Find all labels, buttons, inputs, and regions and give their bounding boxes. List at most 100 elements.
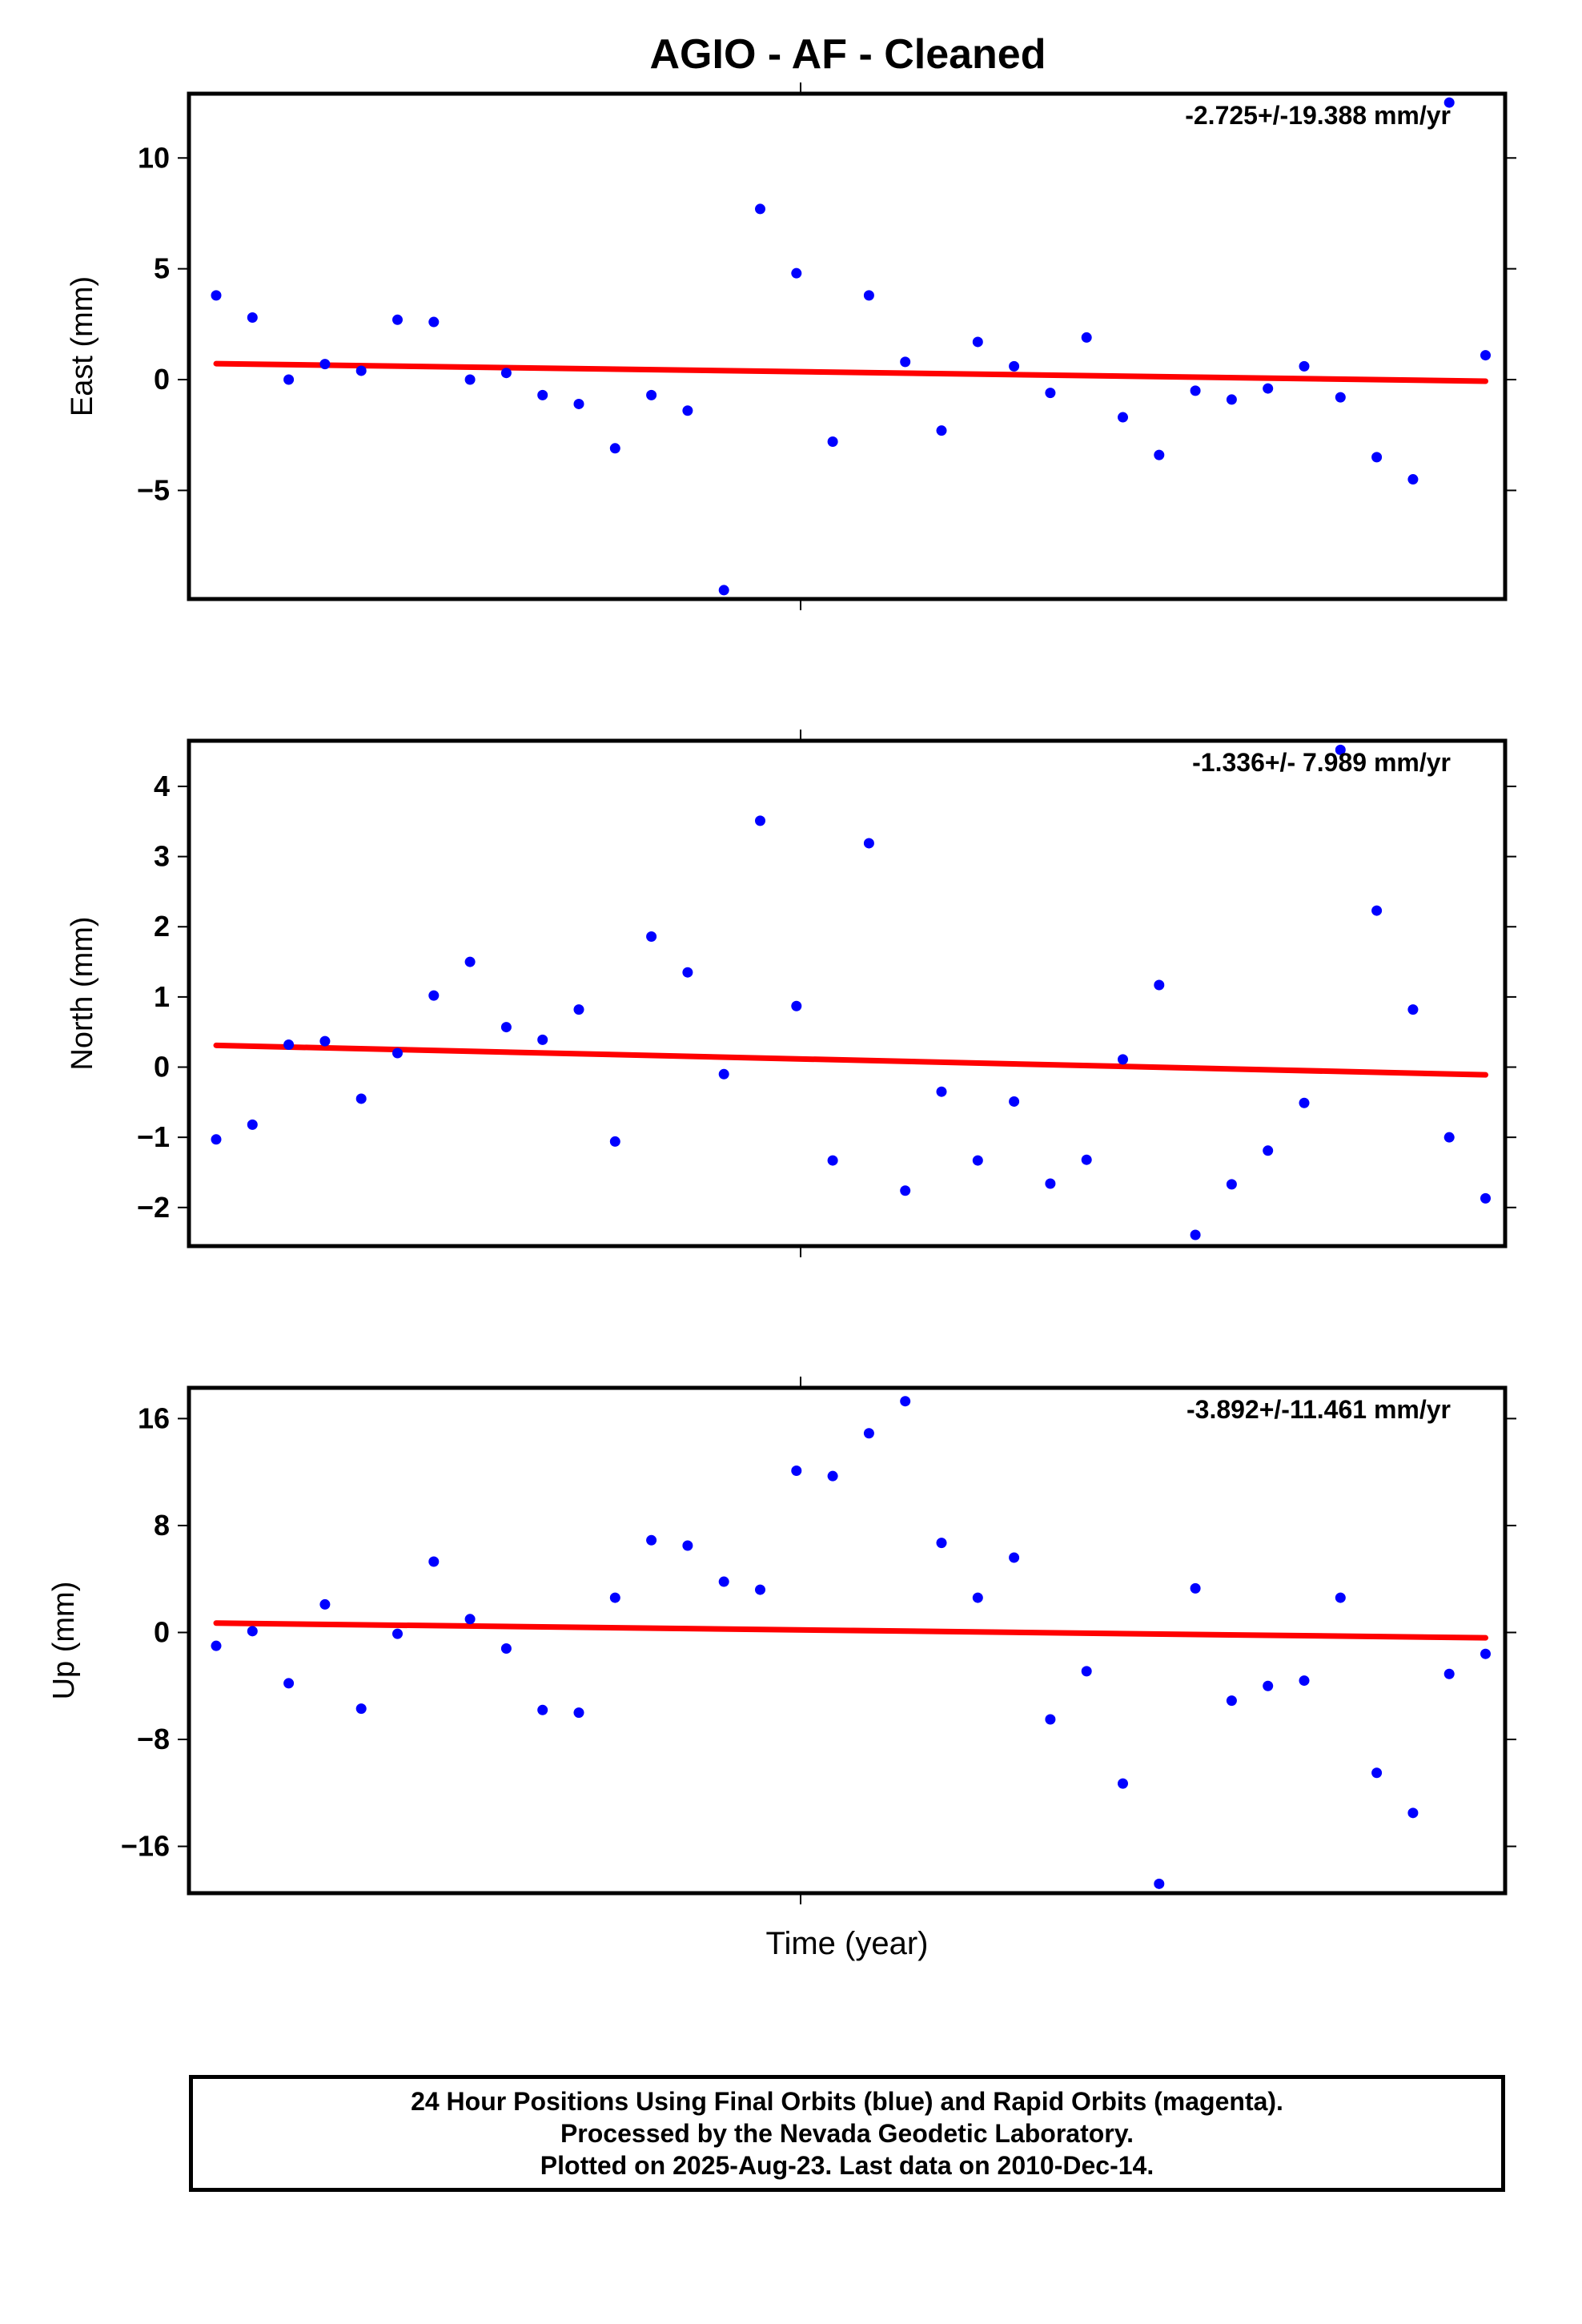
footer-line-2: Processed by the Nevada Geodetic Laborat… bbox=[560, 2119, 1134, 2148]
east-ytick-label: −5 bbox=[137, 473, 170, 506]
up-data-point bbox=[319, 1598, 331, 1610]
north-data-point bbox=[646, 931, 657, 943]
up-data-point bbox=[1299, 1675, 1310, 1687]
east-data-point bbox=[1190, 385, 1201, 396]
east-data-point bbox=[500, 368, 512, 379]
east-panel: 10 5 0 −5 East (mm) -2.725+/-19.388 mm/yr bbox=[66, 82, 1516, 610]
east-data-point bbox=[1263, 383, 1274, 394]
up-data-point bbox=[1371, 1767, 1383, 1779]
east-data-point bbox=[1407, 474, 1419, 485]
up-data-point bbox=[609, 1592, 620, 1603]
up-data-point bbox=[936, 1538, 947, 1549]
east-ytick-label: 0 bbox=[154, 363, 170, 396]
north-ytick-label: −2 bbox=[137, 1191, 170, 1224]
north-data-point bbox=[537, 1034, 548, 1045]
east-data-point bbox=[1335, 392, 1346, 403]
east-data-point bbox=[1154, 449, 1165, 460]
north-data-point bbox=[464, 956, 476, 967]
north-rate-label: -1.336+/- 7.989 mm/yr bbox=[1192, 748, 1451, 777]
east-data-point bbox=[464, 374, 476, 385]
north-data-point bbox=[1263, 1145, 1274, 1156]
east-data-point bbox=[1045, 388, 1056, 399]
x-axis-label: Time (year) bbox=[766, 1926, 929, 1961]
north-data-point bbox=[319, 1035, 331, 1047]
east-data-point bbox=[972, 336, 983, 348]
up-data-point bbox=[1407, 1807, 1419, 1819]
north-data-point bbox=[428, 990, 440, 1001]
east-data-point bbox=[1480, 350, 1491, 361]
north-data-point bbox=[863, 838, 874, 849]
north-ytick-label: 3 bbox=[154, 840, 170, 873]
north-trend-line bbox=[213, 1042, 1488, 1078]
north-panel: 4 3 2 1 0 −1 −2 North (mm) -1.336+/- 7.989 mm/yr bbox=[66, 730, 1516, 1257]
north-ytick-label: 0 bbox=[154, 1051, 170, 1084]
east-y-axis-label: East (mm) bbox=[66, 276, 99, 416]
north-ytick-label: 2 bbox=[154, 910, 170, 943]
up-data-point bbox=[392, 1628, 403, 1639]
north-ytick-label: −1 bbox=[137, 1120, 170, 1153]
up-trend-line bbox=[213, 1620, 1488, 1641]
north-ytick-label: 1 bbox=[154, 980, 170, 1013]
north-data-point bbox=[1335, 744, 1346, 755]
east-data-point bbox=[1009, 360, 1020, 372]
north-data-point bbox=[283, 1039, 295, 1050]
east-data-point bbox=[755, 203, 765, 215]
east-trend-line bbox=[213, 360, 1488, 384]
east-data-point bbox=[609, 443, 620, 454]
north-plot-frame bbox=[187, 738, 1508, 1248]
north-data-point bbox=[1154, 979, 1165, 991]
up-ytick-label: 0 bbox=[154, 1615, 170, 1648]
north-data-point bbox=[392, 1047, 403, 1059]
chart-title: AGIO - AF - Cleaned bbox=[649, 31, 1046, 78]
east-data-point bbox=[1118, 412, 1128, 423]
east-data-point bbox=[211, 290, 222, 301]
east-plot-frame bbox=[187, 91, 1508, 601]
up-data-point bbox=[1226, 1695, 1237, 1707]
north-ytick-label: 4 bbox=[154, 770, 170, 802]
east-data-point bbox=[1299, 360, 1310, 372]
up-data-point bbox=[537, 1704, 548, 1715]
east-data-point bbox=[392, 314, 403, 325]
east-data-point bbox=[1081, 332, 1092, 343]
footer-line-3: Plotted on 2025-Aug-23. Last data on 201… bbox=[540, 2151, 1154, 2180]
north-y-axis-label: North (mm) bbox=[66, 916, 99, 1070]
up-data-point bbox=[464, 1614, 476, 1625]
footer-box: 24 Hour Positions Using Final Orbits (bl… bbox=[189, 2075, 1505, 2192]
east-data-point bbox=[791, 267, 802, 279]
north-data-point bbox=[827, 1155, 838, 1166]
up-ytick-label: −16 bbox=[121, 1830, 170, 1863]
north-data-point bbox=[500, 1022, 512, 1033]
footer-line-1: 24 Hour Positions Using Final Orbits (bl… bbox=[411, 2087, 1283, 2116]
up-data-point bbox=[972, 1592, 983, 1603]
east-data-point bbox=[827, 436, 838, 448]
north-data-point bbox=[1299, 1097, 1310, 1108]
up-data-point bbox=[573, 1707, 584, 1719]
up-data-point bbox=[718, 1576, 729, 1587]
east-data-point bbox=[863, 290, 874, 301]
north-data-point bbox=[1480, 1192, 1491, 1204]
north-data-point bbox=[972, 1155, 983, 1166]
east-data-point bbox=[573, 398, 584, 409]
up-data-point bbox=[863, 1428, 874, 1439]
up-data-point bbox=[1263, 1680, 1274, 1691]
up-data-point bbox=[900, 1396, 911, 1407]
east-data-point bbox=[283, 374, 295, 385]
east-data-point bbox=[355, 365, 367, 376]
east-ytick-label: 10 bbox=[138, 141, 170, 174]
east-data-point bbox=[247, 312, 258, 324]
up-data-point bbox=[211, 1640, 222, 1651]
up-data-point bbox=[283, 1678, 295, 1689]
north-data-point bbox=[900, 1185, 911, 1196]
up-data-point bbox=[646, 1534, 657, 1546]
up-data-point bbox=[791, 1465, 802, 1476]
up-ytick-label: 8 bbox=[154, 1509, 170, 1542]
north-data-point bbox=[718, 1068, 729, 1080]
east-data-point bbox=[682, 405, 693, 416]
east-data-point bbox=[537, 389, 548, 400]
north-data-point bbox=[936, 1086, 947, 1097]
up-data-point bbox=[1154, 1878, 1165, 1889]
north-data-point bbox=[1045, 1178, 1056, 1189]
up-data-point bbox=[428, 1556, 440, 1567]
north-data-point bbox=[1407, 1004, 1419, 1015]
